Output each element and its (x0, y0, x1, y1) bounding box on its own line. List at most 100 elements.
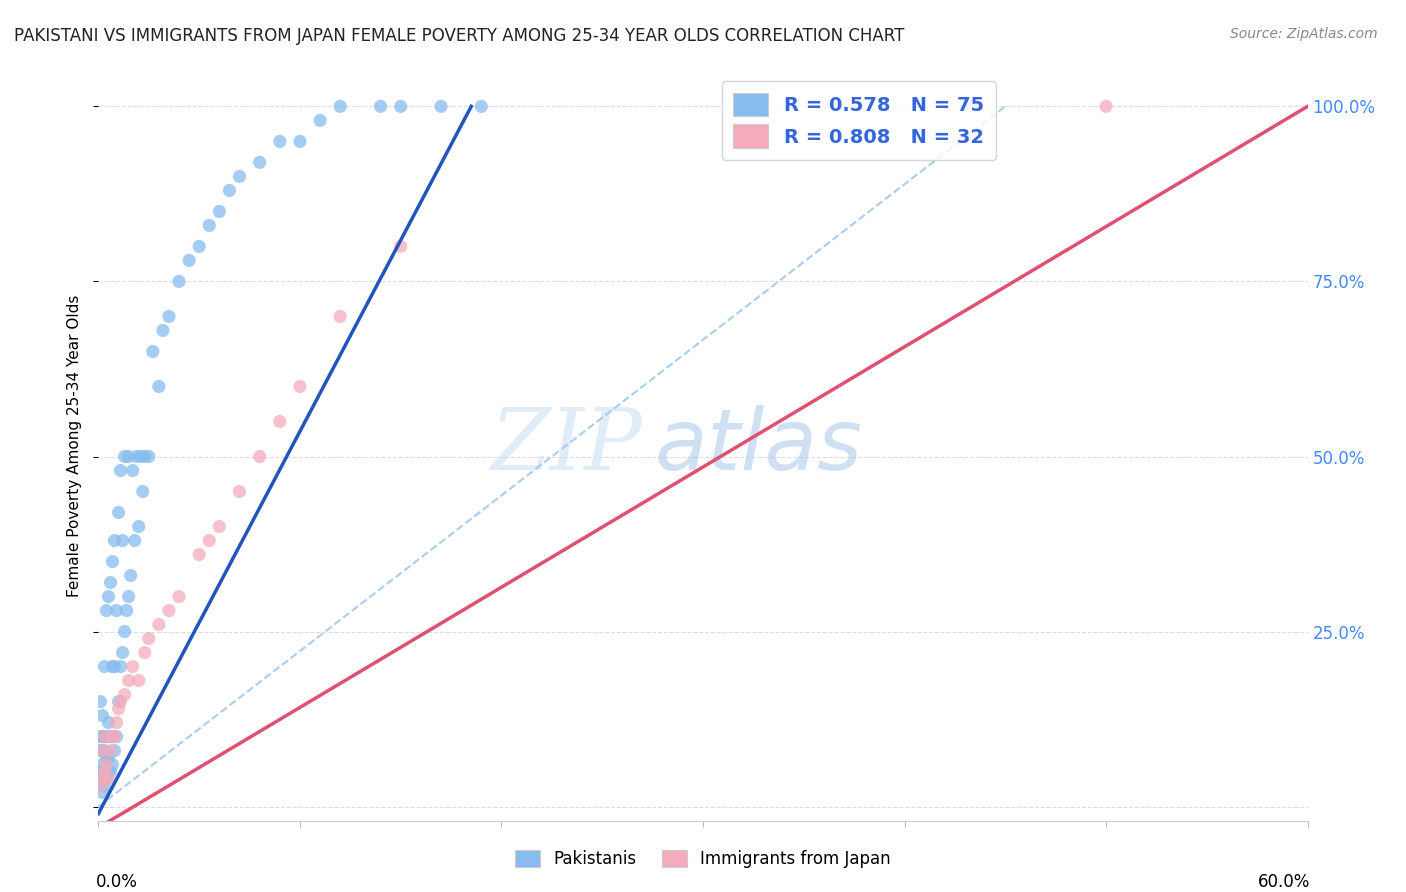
Point (389, 99, 412, 113)
Point (134, 646, 156, 660)
Point (96, 750, 118, 764)
Point (89, 695, 111, 709)
Point (329, 310, 352, 324)
Point (91, 708, 114, 723)
Point (97, 715, 120, 730)
Point (89, 743, 111, 757)
Point (370, 99, 392, 113)
Point (228, 484, 250, 499)
Point (132, 484, 155, 499)
Point (208, 204, 231, 219)
Text: ZIP: ZIP (491, 405, 643, 487)
Point (100, 730, 122, 744)
Point (97, 750, 120, 764)
Point (93, 779, 115, 793)
Point (249, 450, 271, 464)
Point (101, 730, 124, 744)
Point (96, 730, 118, 744)
Point (129, 450, 152, 464)
Text: 60.0%: 60.0% (1257, 873, 1310, 891)
Point (107, 506, 129, 520)
Point (114, 450, 136, 464)
Point (100, 764, 122, 779)
Point (93, 743, 115, 757)
Point (97, 590, 120, 604)
Point (103, 533, 125, 548)
Point (188, 239, 211, 253)
Point (107, 695, 129, 709)
Point (121, 463, 143, 477)
Point (125, 450, 148, 464)
Point (101, 757, 124, 772)
Legend: R = 0.578   N = 75, R = 0.808   N = 32: R = 0.578 N = 75, R = 0.808 N = 32 (721, 81, 995, 160)
Point (91, 743, 114, 757)
Point (179, 253, 201, 268)
Point (114, 624, 136, 639)
Point (91, 730, 114, 744)
Point (389, 239, 412, 253)
Point (91, 772, 114, 786)
Point (93, 764, 115, 779)
Point (100, 575, 122, 590)
Point (96, 772, 118, 786)
Point (148, 617, 170, 632)
Point (134, 450, 156, 464)
Point (93, 659, 115, 673)
Point (470, 99, 492, 113)
Point (188, 548, 211, 562)
Point (157, 603, 180, 617)
Point (148, 379, 170, 393)
Point (96, 603, 118, 617)
Point (97, 764, 120, 779)
Point (101, 730, 124, 744)
Point (89, 730, 111, 744)
Point (105, 730, 128, 744)
Point (91, 757, 114, 772)
Point (167, 590, 190, 604)
Point (93, 730, 115, 744)
Point (167, 275, 190, 289)
Point (157, 310, 180, 324)
Point (152, 323, 174, 337)
Text: PAKISTANI VS IMMIGRANTS FROM JAPAN FEMALE POVERTY AMONG 25-34 YEAR OLDS CORRELAT: PAKISTANI VS IMMIGRANTS FROM JAPAN FEMAL… (14, 27, 904, 45)
Point (329, 99, 352, 113)
Point (91, 772, 114, 786)
Point (118, 673, 141, 688)
Point (249, 155, 271, 169)
Point (91, 786, 114, 800)
Point (128, 673, 150, 688)
Point (89, 764, 111, 779)
Point (110, 695, 132, 709)
Point (124, 533, 146, 548)
Text: Source: ZipAtlas.com: Source: ZipAtlas.com (1230, 27, 1378, 41)
Point (128, 519, 150, 533)
Legend: Pakistanis, Immigrants from Japan: Pakistanis, Immigrants from Japan (509, 843, 897, 875)
Point (101, 555, 124, 569)
Point (118, 450, 141, 464)
Point (114, 688, 136, 702)
Point (103, 730, 125, 744)
Point (208, 519, 231, 533)
Point (89, 779, 111, 793)
Point (100, 743, 122, 757)
Point (105, 603, 128, 617)
Point (93, 764, 115, 779)
Point (118, 590, 141, 604)
Point (120, 568, 142, 582)
Point (110, 463, 132, 477)
Point (103, 659, 125, 673)
Point (309, 113, 332, 128)
Point (103, 743, 125, 757)
Point (218, 183, 240, 197)
Point (198, 219, 221, 233)
Point (288, 379, 311, 393)
Point (138, 632, 160, 646)
Point (138, 450, 160, 464)
Point (1095, 99, 1118, 113)
Point (111, 646, 134, 660)
Point (96, 757, 118, 772)
Y-axis label: Female Poverty Among 25-34 Year Olds: Female Poverty Among 25-34 Year Olds (67, 295, 83, 597)
Point (101, 659, 124, 673)
Text: atlas: atlas (655, 404, 863, 488)
Point (198, 533, 221, 548)
